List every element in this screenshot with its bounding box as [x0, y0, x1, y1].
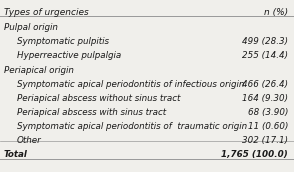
Text: 466 (26.4): 466 (26.4): [242, 80, 288, 89]
Text: 302 (17.1): 302 (17.1): [242, 136, 288, 145]
Text: Types of urgencies: Types of urgencies: [4, 8, 88, 17]
Text: n (%): n (%): [264, 8, 288, 17]
Text: Total: Total: [4, 150, 27, 159]
Text: 1,765 (100.0): 1,765 (100.0): [221, 150, 288, 159]
Text: 255 (14.4): 255 (14.4): [242, 51, 288, 61]
Text: Symptomatic apical periodontitis of infectious origin: Symptomatic apical periodontitis of infe…: [17, 80, 244, 89]
Text: 499 (28.3): 499 (28.3): [242, 37, 288, 46]
Text: Periapical abscess with sinus tract: Periapical abscess with sinus tract: [17, 108, 166, 117]
Text: 164 (9.30): 164 (9.30): [242, 94, 288, 103]
Text: Periapical origin: Periapical origin: [4, 66, 74, 75]
Text: Symptomatic apical periodontitis of  traumatic origin: Symptomatic apical periodontitis of trau…: [17, 122, 247, 131]
Text: 68 (3.90): 68 (3.90): [248, 108, 288, 117]
Text: Pulpal origin: Pulpal origin: [4, 23, 57, 32]
Text: Other: Other: [17, 136, 41, 145]
Text: Symptomatic pulpitis: Symptomatic pulpitis: [17, 37, 109, 46]
Text: 11 (0.60): 11 (0.60): [248, 122, 288, 131]
Text: Periapical abscess without sinus tract: Periapical abscess without sinus tract: [17, 94, 180, 103]
Text: Hyperreactive pulpalgia: Hyperreactive pulpalgia: [17, 51, 121, 61]
